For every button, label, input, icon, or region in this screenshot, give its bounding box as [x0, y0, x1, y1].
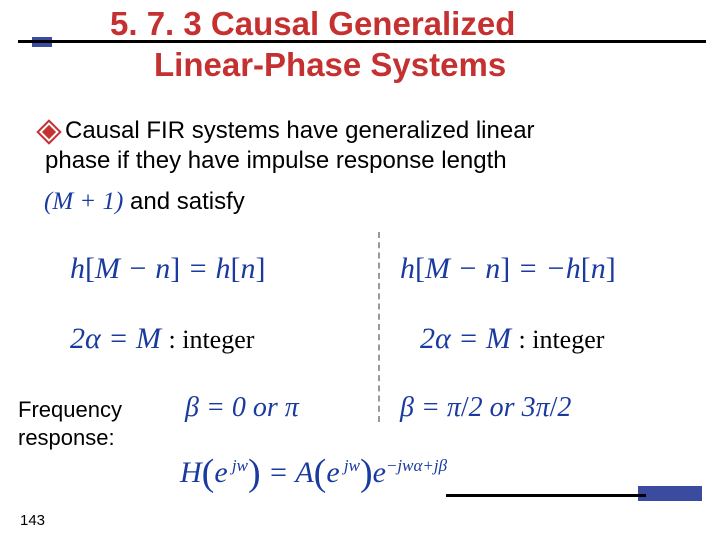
body-paragraph-line3: (M + 1) and satisfy — [44, 186, 245, 217]
cell-right-2: β = π/2 or 3π/2 — [400, 392, 571, 424]
cell-left-0: h[M − n] = h[n] — [70, 252, 266, 286]
length-expr: (M + 1) — [44, 188, 123, 215]
freq-l2: response: — [18, 425, 115, 450]
column-separator — [378, 232, 380, 422]
para-seg2: phase if they have impulse response leng… — [45, 146, 507, 176]
slide-title: 5. 7. 3 Causal Generalized Linear-Phase … — [110, 3, 515, 86]
cell-right-1: 2α = M : integer — [420, 322, 604, 356]
freq-l1: Frequency — [18, 397, 122, 422]
freq-eq: H(e jw) = A(e jw)e−jwα+jβ — [180, 448, 447, 492]
cell-left-1: 2α = M : integer — [70, 322, 254, 356]
body-paragraph: Causal FIR systems have generalized line… — [65, 116, 705, 176]
title-line2: Linear-Phase Systems — [154, 44, 515, 85]
para-seg1: Causal FIR systems have generalized line… — [65, 117, 535, 144]
footer-rule — [446, 494, 646, 497]
cell-left-2: β = 0 or π — [185, 392, 299, 424]
bullet-icon — [36, 119, 61, 144]
cell-right-0: h[M − n] = −h[n] — [400, 252, 616, 286]
title-line1: 5. 7. 3 Causal Generalized — [110, 3, 515, 44]
para-seg3: and satisfy — [130, 188, 245, 215]
page-number: 143 — [20, 512, 45, 529]
freq-label: Frequency response: — [18, 396, 122, 451]
accent-bottom — [638, 486, 702, 501]
